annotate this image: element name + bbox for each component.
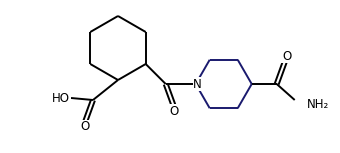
Text: HO: HO xyxy=(52,91,70,104)
Text: O: O xyxy=(282,50,291,62)
Text: O: O xyxy=(169,104,178,118)
Text: NH₂: NH₂ xyxy=(307,97,329,110)
Text: O: O xyxy=(80,121,90,134)
Text: N: N xyxy=(193,78,202,91)
